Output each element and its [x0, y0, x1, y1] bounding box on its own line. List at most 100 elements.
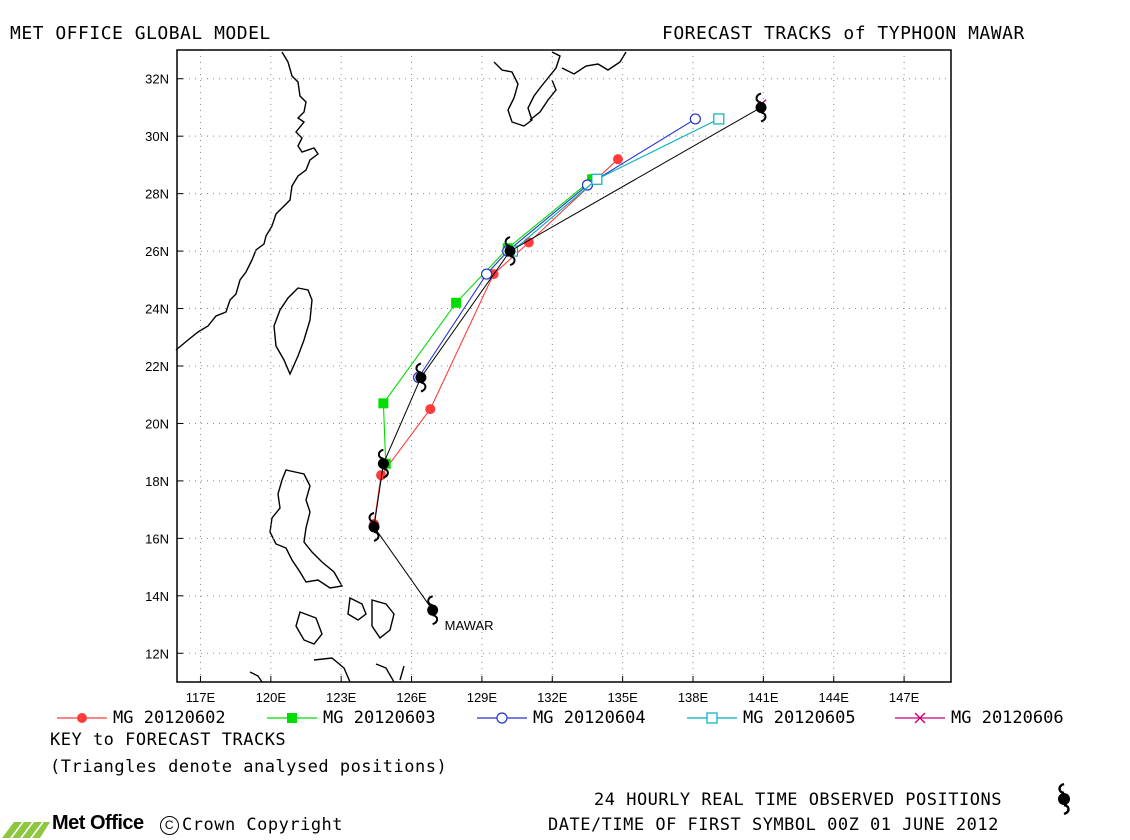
- track-point: [425, 404, 436, 415]
- typhoon-arm: [373, 530, 380, 542]
- storm-label: MAWAR: [445, 618, 494, 633]
- lon-tick-label: 147E: [889, 690, 920, 705]
- track-point: [581, 179, 594, 191]
- longitude-ticks: 117E 120E 123E 126E 129E 132E 135E 138E 141E 144E…: [186, 676, 920, 705]
- legend-label: MG 20120606: [951, 708, 1064, 728]
- typhoon-symbol-icon: [427, 595, 439, 626]
- track-point: [287, 713, 297, 723]
- copyright: C Crown Copyright: [160, 815, 343, 835]
- mindoro-coastline: [249, 671, 263, 683]
- track-point: [914, 712, 926, 724]
- typhoon-eye: [377, 458, 389, 470]
- typhoon-symbol-icon: [377, 448, 389, 479]
- track-point: [689, 113, 701, 125]
- typhoon-icon: [1058, 782, 1070, 816]
- lat-tick-label: 30N: [145, 129, 169, 144]
- track-point: [451, 297, 462, 308]
- lon-tick-label: 135E: [607, 690, 638, 705]
- logo-text: Met Office: [52, 812, 144, 834]
- observed-positions-label: 24 HOURLY REAL TIME OBSERVED POSITIONS: [594, 790, 1002, 810]
- lon-tick-label: 132E: [537, 690, 568, 705]
- panay-coastline: [295, 611, 323, 645]
- track-series: [369, 154, 623, 529]
- track-line: [373, 158, 619, 525]
- samar-coastline: [371, 599, 395, 640]
- lat-tick-label: 26N: [145, 244, 169, 259]
- typhoon-eye: [415, 371, 427, 383]
- typhoon-symbol-icon: [415, 362, 427, 393]
- japan-coastline: [561, 51, 627, 75]
- track-series: [506, 113, 725, 257]
- model-title: MET OFFICE GLOBAL MODEL: [10, 23, 271, 44]
- first-symbol-date: DATE/TIME OF FIRST SYMBOL 00Z 01 JUNE 20…: [548, 815, 999, 835]
- typhoon-eye: [368, 521, 380, 533]
- lat-tick-label: 12N: [145, 646, 169, 661]
- lon-tick-label: 138E: [678, 690, 709, 705]
- track-point: [496, 712, 508, 724]
- legend-label: MG 20120603: [323, 708, 436, 728]
- track-point: [77, 713, 87, 723]
- track-point: [706, 712, 718, 724]
- copyright-icon: C: [160, 815, 179, 835]
- lat-tick-label: 22N: [145, 359, 169, 374]
- copyright-text: Crown Copyright: [182, 815, 344, 835]
- lon-tick-label: 126E: [396, 690, 427, 705]
- lat-tick-label: 20N: [145, 416, 169, 431]
- legend-symbol: [57, 713, 107, 723]
- legend-symbol: [687, 712, 737, 724]
- forecast-tracks: [369, 99, 767, 529]
- lon-tick-label: 129E: [467, 690, 498, 705]
- map-frame: [176, 49, 952, 683]
- met-office-logo: [2, 822, 50, 838]
- observed-line: [373, 107, 762, 611]
- coastlines: [175, 51, 627, 683]
- lon-tick-label: 123E: [326, 690, 357, 705]
- lat-tick-label: 32N: [145, 72, 169, 87]
- key-note: (Triangles denote analysed positions): [50, 757, 448, 777]
- typhoon-eye: [755, 101, 767, 113]
- typhoon-eye: [427, 604, 439, 616]
- typhoon-arm: [504, 236, 511, 248]
- typhoon-symbol-icon: [368, 511, 380, 542]
- lat-tick-label: 18N: [145, 474, 169, 489]
- mindanao-coastline: [313, 657, 405, 683]
- track-point: [591, 173, 603, 185]
- typhoon-arm: [415, 362, 422, 374]
- chart-title: FORECAST TRACKS of TYPHOON MAWAR: [662, 23, 1025, 44]
- lon-tick-label: 120E: [256, 690, 287, 705]
- typhoon-arm: [420, 381, 427, 393]
- track-line: [512, 118, 720, 252]
- legend-label: MG 20120605: [743, 708, 856, 728]
- lat-tick-label: 24N: [145, 302, 169, 317]
- key-title: KEY to FORECAST TRACKS: [50, 730, 287, 750]
- legend-symbol: [267, 713, 317, 723]
- latitude-ticks: 12N 14N 16N 18N 20N 22N 24N 26N 28N 30N 32N: [145, 72, 183, 661]
- luzon-coastline: [269, 469, 344, 589]
- lon-tick-label: 144E: [819, 690, 850, 705]
- typhoon-arm: [368, 511, 375, 523]
- kyushu-coastline: [529, 79, 557, 121]
- track-point: [481, 268, 493, 280]
- legend-symbol: [477, 712, 527, 724]
- typhoon-arm: [432, 614, 439, 626]
- typhoon-eye: [504, 245, 516, 257]
- lon-tick-label: 117E: [186, 690, 216, 705]
- lat-tick-label: 28N: [145, 187, 169, 202]
- taiwan-coastline: [273, 287, 313, 376]
- track-series: [412, 113, 701, 384]
- track-point: [378, 398, 389, 409]
- track-line: [418, 118, 696, 378]
- legend-label: MG 20120604: [533, 708, 646, 728]
- track-point: [612, 154, 623, 165]
- typhoon-arm: [377, 448, 384, 460]
- korea-coastline: [493, 51, 561, 127]
- visayas-coastline: [347, 596, 367, 621]
- typhoon-arm: [509, 255, 516, 267]
- lat-tick-label: 14N: [145, 589, 169, 604]
- legend-symbol: [895, 712, 945, 724]
- observed-track: [368, 92, 767, 626]
- china-coastline: [175, 51, 319, 351]
- legend-label: MG 20120602: [113, 708, 226, 728]
- lon-tick-label: 141E: [748, 690, 779, 705]
